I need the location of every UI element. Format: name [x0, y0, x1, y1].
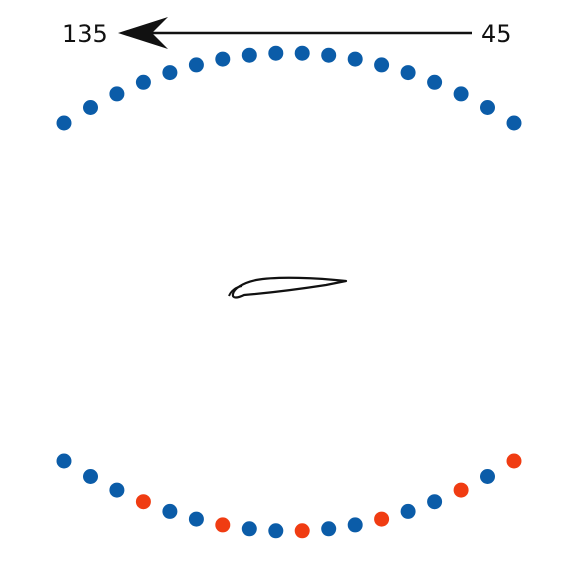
bottom-microphone-highlighted: [215, 517, 231, 533]
top-microphone: [83, 100, 98, 115]
top-microphone: [506, 115, 522, 131]
top-microphone: [188, 57, 204, 73]
bottom-microphone: [83, 469, 98, 484]
direction-arrow: 135 45: [62, 17, 512, 49]
bottom-microphone: [109, 482, 125, 498]
bottom-microphone: [347, 517, 363, 533]
bottom-microphone: [56, 453, 72, 469]
top-microphone: [56, 115, 72, 131]
airfoil-outline: [231, 276, 348, 299]
bottom-microphone: [241, 521, 257, 537]
bottom-microphone-arc: [56, 453, 522, 539]
bottom-microphone-highlighted: [506, 453, 522, 469]
top-microphone: [294, 45, 310, 61]
top-microphone: [347, 51, 363, 67]
bottom-microphone-highlighted: [374, 511, 390, 527]
top-microphone-arc: [56, 45, 522, 131]
top-microphone: [109, 86, 125, 102]
bottom-microphone: [427, 494, 443, 510]
airfoil-leading-edge: [228, 285, 243, 297]
bottom-microphone: [268, 523, 284, 539]
bottom-microphone: [400, 503, 416, 519]
arrow-end-label: 135: [62, 20, 108, 48]
top-microphone: [215, 51, 231, 67]
top-microphone: [241, 47, 257, 63]
bottom-microphone-highlighted: [453, 482, 469, 498]
arrow-start-label: 45: [481, 20, 512, 48]
bottom-microphone: [321, 521, 337, 537]
bottom-microphone: [480, 469, 495, 484]
top-microphone: [162, 65, 178, 81]
top-microphone: [268, 45, 284, 61]
airfoil-icon: [228, 276, 348, 299]
top-microphone: [427, 74, 443, 90]
bottom-microphone-highlighted: [135, 494, 151, 510]
bottom-microphone: [188, 511, 204, 527]
bottom-microphone: [162, 503, 178, 519]
bottom-microphone-highlighted: [294, 523, 310, 539]
top-microphone: [135, 74, 151, 90]
top-microphone: [374, 57, 390, 73]
top-microphone: [321, 47, 337, 63]
top-microphone: [400, 65, 416, 81]
top-microphone: [480, 100, 495, 115]
top-microphone: [453, 86, 469, 102]
arrow-head: [118, 17, 168, 49]
